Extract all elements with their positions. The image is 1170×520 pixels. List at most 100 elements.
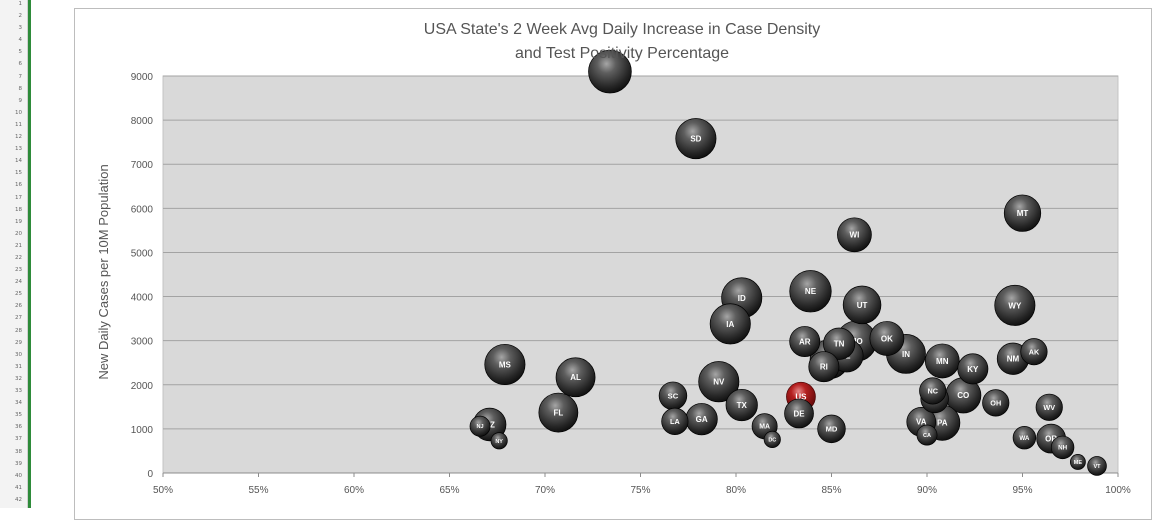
bubble[interactable]: CA (916, 424, 938, 446)
row-number[interactable]: 5 (18, 49, 23, 56)
bubble-circle[interactable] (837, 217, 872, 253)
row-number[interactable]: 6 (18, 61, 23, 68)
row-number[interactable]: 34 (15, 400, 22, 407)
row-number[interactable]: 21 (15, 242, 22, 249)
bubble-circle[interactable] (588, 49, 632, 94)
row-number[interactable]: 1 (18, 1, 23, 7)
bubble[interactable]: MS (484, 343, 526, 385)
row-number[interactable]: 38 (15, 448, 22, 455)
row-number[interactable]: 15 (15, 170, 22, 177)
row-number[interactable]: 10 (15, 109, 22, 116)
row-number[interactable]: 25 (15, 291, 22, 298)
bubble-circle[interactable] (469, 415, 491, 437)
row-number[interactable]: 16 (15, 182, 22, 189)
bubble-circle[interactable] (1003, 194, 1042, 232)
bubble[interactable]: VT (1087, 456, 1107, 476)
row-number[interactable]: 22 (15, 255, 22, 261)
bubble-circle[interactable] (1020, 338, 1048, 366)
bubble-circle[interactable] (555, 357, 596, 398)
bubble[interactable]: MN (924, 343, 960, 379)
row-number[interactable]: 31 (15, 363, 22, 370)
bubble-circle[interactable] (982, 389, 1010, 417)
row-number[interactable]: 9 (18, 97, 23, 104)
bubble[interactable]: SC (658, 381, 688, 411)
bubble[interactable]: DE (784, 398, 814, 429)
row-number[interactable]: 20 (15, 230, 22, 237)
bubble[interactable]: WI (837, 217, 872, 253)
row-number[interactable]: 17 (15, 194, 22, 201)
row-number[interactable]: 13 (15, 146, 22, 153)
bubble[interactable]: FL (538, 392, 579, 433)
bubble-circle[interactable] (698, 361, 740, 403)
bubble-circle[interactable] (784, 398, 814, 429)
row-number[interactable]: 42 (15, 496, 22, 503)
bubble[interactable]: ME (1069, 454, 1086, 470)
bubble[interactable]: NC (919, 377, 947, 405)
bubble[interactable]: RI (808, 351, 840, 383)
row-number[interactable]: 23 (15, 267, 22, 274)
row-number[interactable]: 30 (15, 351, 22, 358)
bubble-circle[interactable] (538, 392, 579, 433)
bubble-circle[interactable] (484, 343, 526, 385)
row-number[interactable]: 36 (15, 424, 22, 431)
bubble-circle[interactable] (916, 424, 938, 446)
row-number[interactable]: 26 (15, 303, 22, 310)
bubble-circle[interactable] (1069, 454, 1086, 470)
bubble[interactable]: LA (661, 407, 689, 435)
bubble-circle[interactable] (823, 327, 856, 360)
row-number[interactable]: 3 (18, 25, 23, 32)
bubble[interactable]: MD (817, 414, 846, 444)
bubble[interactable]: DC (763, 430, 781, 449)
bubble-circle[interactable] (789, 326, 821, 358)
bubble[interactable]: UT (842, 285, 882, 325)
bubble[interactable]: WA (1012, 426, 1037, 450)
bubble-circle[interactable] (661, 407, 689, 435)
bubble[interactable]: WV (1035, 393, 1063, 421)
row-number[interactable]: 29 (15, 339, 22, 346)
bubble-circle[interactable] (1050, 435, 1075, 460)
bubble-circle[interactable] (789, 270, 832, 313)
bubble[interactable]: TX (725, 388, 758, 422)
bubble[interactable]: NE (789, 270, 832, 313)
row-number[interactable]: 37 (15, 436, 22, 443)
bubble[interactable]: OK (869, 321, 905, 356)
row-number[interactable]: 8 (18, 85, 23, 92)
bubble-circle[interactable] (709, 303, 751, 345)
bubble-circle[interactable] (725, 388, 758, 422)
row-number[interactable]: 18 (15, 206, 22, 213)
bubble[interactable]: TN (823, 327, 856, 360)
row-number[interactable]: 4 (18, 37, 23, 44)
bubble-circle[interactable] (1012, 426, 1037, 450)
bubble-circle[interactable] (490, 432, 508, 450)
bubble[interactable]: NV (698, 361, 740, 403)
bubble[interactable]: KY (957, 353, 989, 385)
bubble-circle[interactable] (924, 343, 960, 379)
bubble[interactable]: NH (1050, 435, 1075, 460)
bubble-circle[interactable] (675, 118, 717, 160)
row-number[interactable]: 12 (15, 134, 22, 141)
row-number[interactable]: 41 (15, 484, 22, 491)
row-number[interactable]: 32 (15, 375, 22, 382)
bubble[interactable]: SD (675, 118, 717, 160)
row-number[interactable]: 19 (15, 218, 22, 225)
bubble[interactable]: AL (555, 357, 596, 398)
bubble[interactable] (588, 49, 632, 94)
row-number[interactable]: 11 (15, 121, 22, 128)
row-number[interactable]: 35 (15, 412, 22, 419)
row-number[interactable]: 40 (15, 472, 22, 479)
row-number[interactable]: 24 (15, 279, 22, 286)
bubble-circle[interactable] (919, 377, 947, 405)
bubble-circle[interactable] (842, 285, 882, 325)
row-number[interactable]: 28 (15, 327, 22, 334)
row-number[interactable]: 7 (18, 73, 23, 80)
row-number[interactable]: 39 (15, 460, 22, 467)
row-number[interactable]: 33 (15, 388, 22, 395)
bubble-circle[interactable] (1035, 393, 1063, 421)
bubble-circle[interactable] (994, 284, 1036, 326)
bubble-circle[interactable] (817, 414, 846, 444)
bubble-circle[interactable] (957, 353, 989, 385)
bubble[interactable]: GA (685, 403, 718, 436)
bubble[interactable]: WY (994, 284, 1036, 326)
bubble-circle[interactable] (808, 351, 840, 383)
bubble[interactable]: MT (1003, 194, 1042, 232)
